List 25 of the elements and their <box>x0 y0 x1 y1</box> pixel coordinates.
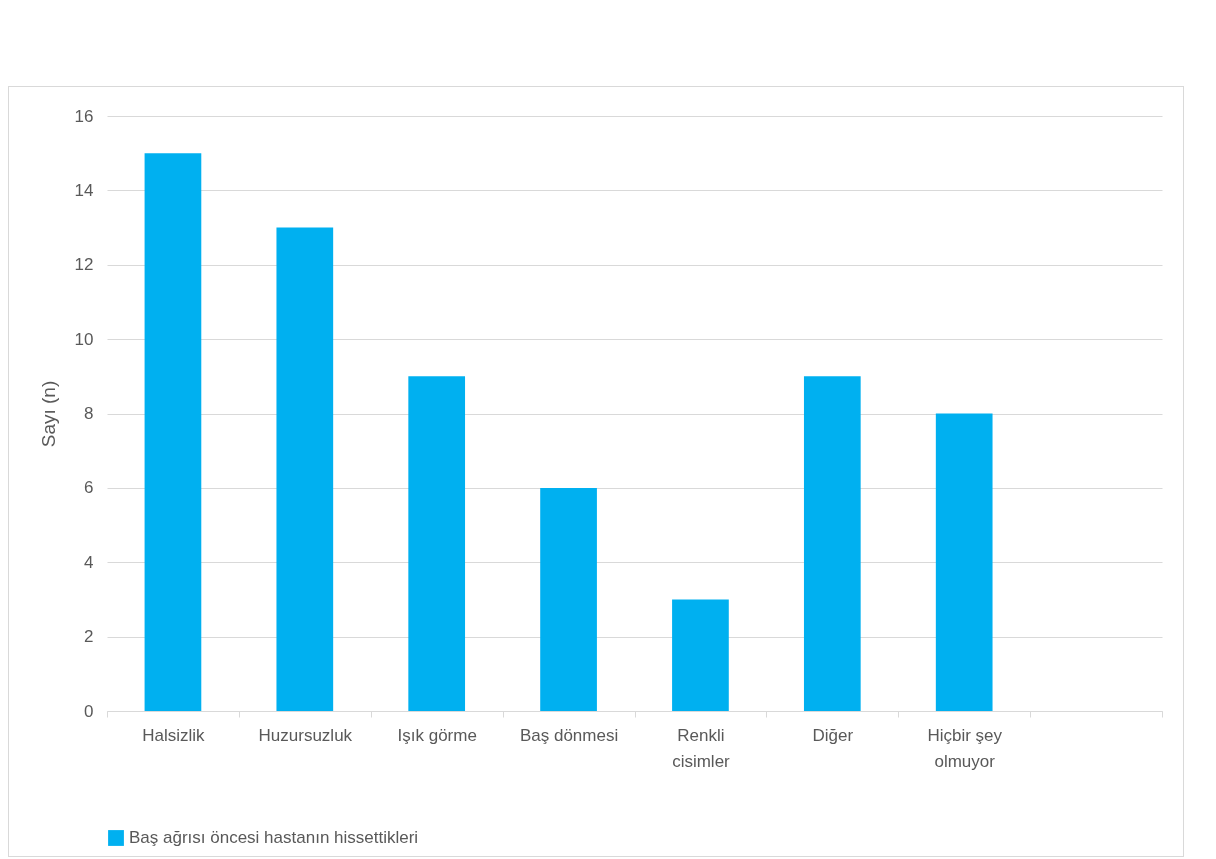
y-axis-title: Sayı (n) <box>37 380 59 448</box>
bar <box>276 227 334 711</box>
x-tick-label: Baş dönmesi <box>519 725 619 745</box>
x-tick-label: Renkli cisimler <box>672 725 731 771</box>
bar <box>408 376 466 711</box>
y-tick-label: 8 <box>84 404 94 423</box>
bar <box>144 153 202 711</box>
bar <box>803 376 861 711</box>
y-tick-label: 10 <box>74 329 94 349</box>
y-tick-label: 4 <box>84 552 94 572</box>
y-tick-label: 6 <box>84 478 94 498</box>
x-tick-label: Hiçbir şey olmuyor <box>927 725 1003 771</box>
bar <box>672 599 729 711</box>
x-tick-label: Diğer <box>812 725 854 745</box>
y-tick-label: 0 <box>84 701 94 721</box>
y-tick-label: 12 <box>74 255 94 275</box>
x-tick-label: Işık görme <box>397 725 477 745</box>
x-tick-label: Halsizlik <box>142 725 206 745</box>
y-tick-label: 16 <box>74 106 94 126</box>
y-tick-label: 2 <box>84 627 94 647</box>
x-tick-label: Huzursuzluk <box>258 725 353 745</box>
y-tick-label: 14 <box>74 180 94 200</box>
bar <box>935 413 993 711</box>
legend-label: Baş ağrısı öncesi hastanın hissettikleri <box>129 828 419 847</box>
bar <box>540 487 597 711</box>
